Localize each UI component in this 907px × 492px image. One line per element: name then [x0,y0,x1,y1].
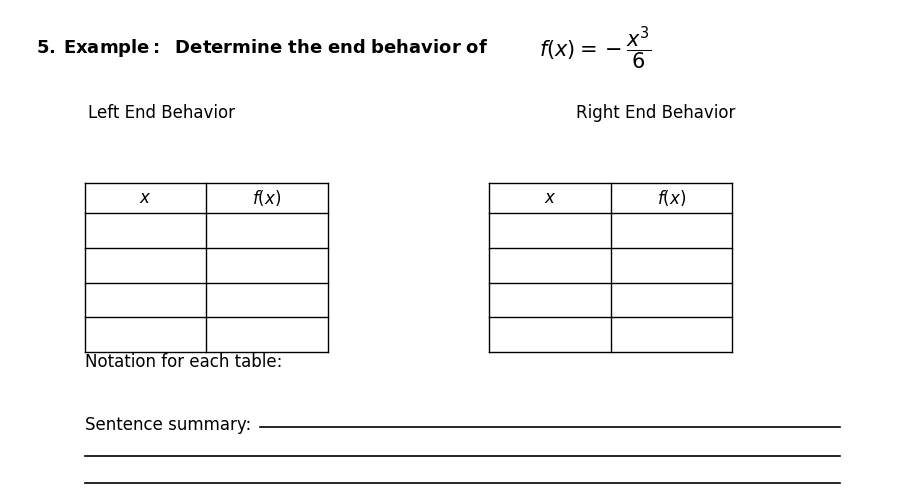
Text: Sentence summary:: Sentence summary: [85,416,251,434]
Text: Left End Behavior: Left End Behavior [88,104,235,122]
Text: $f(x)$: $f(x)$ [657,188,686,208]
Text: $f(x)$: $f(x)$ [252,188,282,208]
Text: $\mathbf{Example{:}\ \ Determine\ the\ end\ behavior\ of}$: $\mathbf{Example{:}\ \ Determine\ the\ e… [63,37,488,59]
Text: $x$: $x$ [140,189,151,207]
Text: $\mathbf{5.}$: $\mathbf{5.}$ [35,39,55,57]
Text: $f(x) = -\dfrac{x^3}{6}$: $f(x) = -\dfrac{x^3}{6}$ [539,24,651,71]
Text: $x$: $x$ [544,189,556,207]
Text: Right End Behavior: Right End Behavior [576,104,736,122]
Text: Notation for each table:: Notation for each table: [85,353,282,371]
